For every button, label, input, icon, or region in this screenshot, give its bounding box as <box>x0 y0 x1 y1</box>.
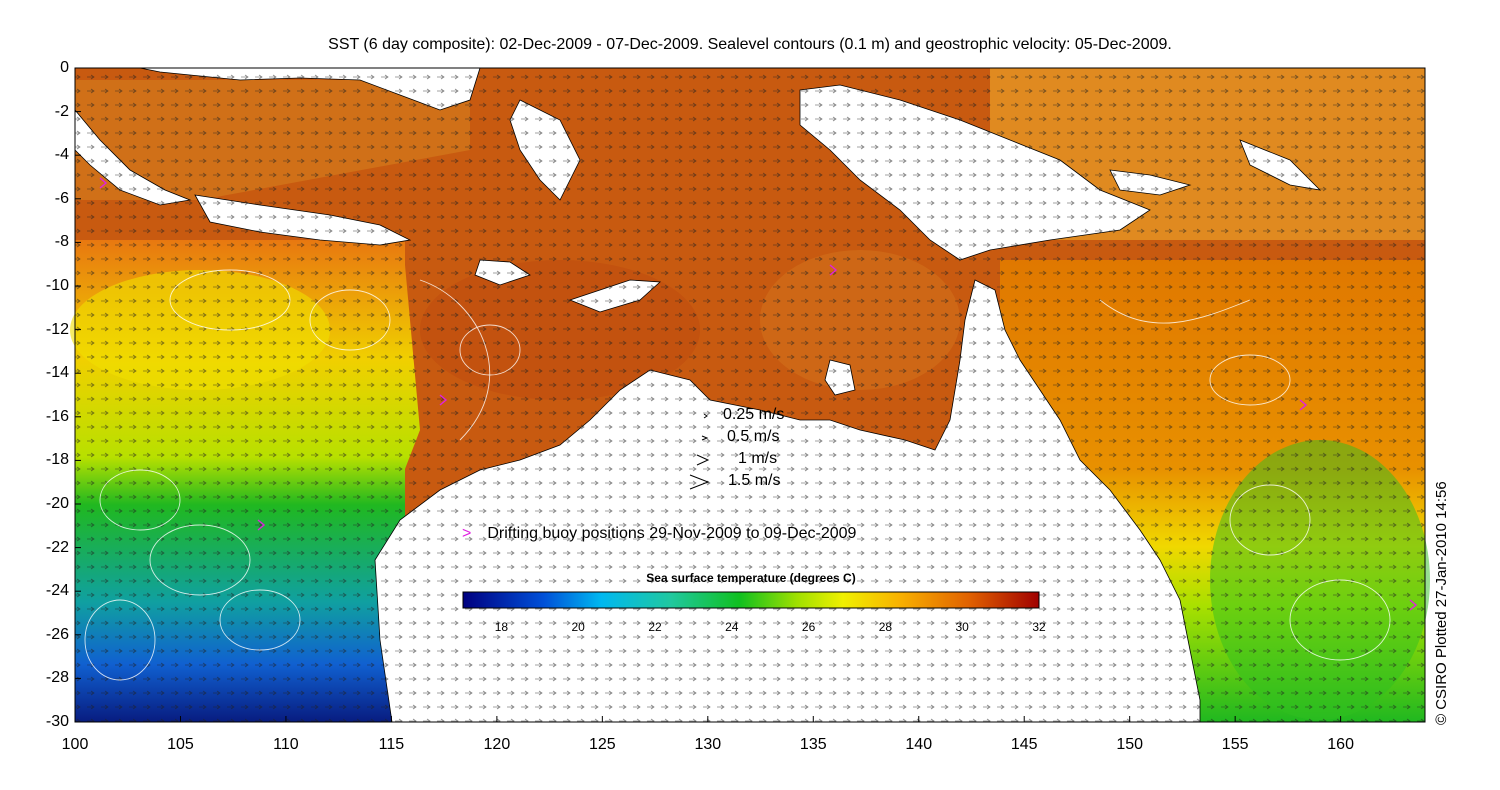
colorbar <box>462 591 1040 609</box>
y-tick-label: -28 <box>45 669 69 687</box>
buoy-positions <box>99 177 1418 611</box>
buoy-legend-label: Drifting buoy positions 29-Nov-2009 to 0… <box>487 525 857 542</box>
velocity-arrows <box>75 68 1425 722</box>
x-tick-label: 135 <box>799 736 827 753</box>
velocity-legend-15: 1.5 m/s <box>728 472 781 489</box>
y-tick-label: -2 <box>54 102 69 120</box>
y-tick-label: -16 <box>45 407 69 425</box>
plot-frame <box>74 67 1426 723</box>
y-tick-label: -18 <box>45 451 69 469</box>
x-tick-marks <box>74 716 1342 722</box>
buoy-marker-icon: > <box>462 525 472 542</box>
x-tick-label: 120 <box>483 736 511 753</box>
velocity-legend-arrows <box>689 413 710 490</box>
x-tick-label: 115 <box>378 736 405 753</box>
y-tick-label: -20 <box>45 495 69 512</box>
y-tick-label: -4 <box>54 146 69 164</box>
y-tick-label: -30 <box>45 713 69 730</box>
colorbar-tick-label: 24 <box>725 620 739 634</box>
y-tick-label: -12 <box>45 320 69 338</box>
y-tick-label: -14 <box>45 364 69 382</box>
colorbar-tick-label: 26 <box>801 620 816 634</box>
velocity-legend-1: 1 m/s <box>738 450 778 467</box>
velocity-legend-025: 0.25 m/s <box>723 406 785 423</box>
colorbar-tick-label: 18 <box>494 620 509 634</box>
y-tick-label: -24 <box>45 582 69 600</box>
y-tick-marks <box>75 67 81 723</box>
colorbar-tick-label: 28 <box>878 620 893 634</box>
y-tick-label: -22 <box>45 538 69 556</box>
x-tick-label: 100 <box>61 736 89 753</box>
colorbar-tick-label: 22 <box>648 620 662 634</box>
y-tick-label: -8 <box>54 233 69 251</box>
x-tick-label: 160 <box>1327 736 1354 753</box>
x-tick-label: 125 <box>588 736 616 753</box>
x-tick-label: 145 <box>1010 736 1038 753</box>
y-tick-label: -10 <box>45 277 69 294</box>
velocity-legend-05: 0.5 m/s <box>727 428 780 445</box>
x-tick-label: 110 <box>273 736 299 753</box>
colorbar-title: Sea surface temperature (degrees C) <box>646 571 856 585</box>
x-tick-label: 130 <box>694 736 722 753</box>
colorbar-tick-label: 32 <box>1032 620 1046 634</box>
sealevel-contours <box>84 269 1391 681</box>
y-tick-label: 0 <box>60 59 69 76</box>
x-tick-label: 155 <box>1221 736 1249 753</box>
y-tick-label: -6 <box>54 189 69 207</box>
colorbar-tick-label: 30 <box>955 620 969 634</box>
buoy-legend: > Drifting buoy positions 29-Nov-2009 to … <box>462 525 856 543</box>
figure-title: SST (6 day composite): 02-Dec-2009 - 07-… <box>328 36 1172 53</box>
x-tick-label: 105 <box>167 736 194 753</box>
colorbar-tick-label: 20 <box>571 620 585 634</box>
x-tick-label: 150 <box>1116 736 1144 753</box>
credit-label: © CSIRO Plotted 27-Jan-2010 14:56 <box>1433 481 1450 725</box>
y-tick-label: -26 <box>45 625 69 643</box>
x-tick-label: 140 <box>905 736 933 753</box>
